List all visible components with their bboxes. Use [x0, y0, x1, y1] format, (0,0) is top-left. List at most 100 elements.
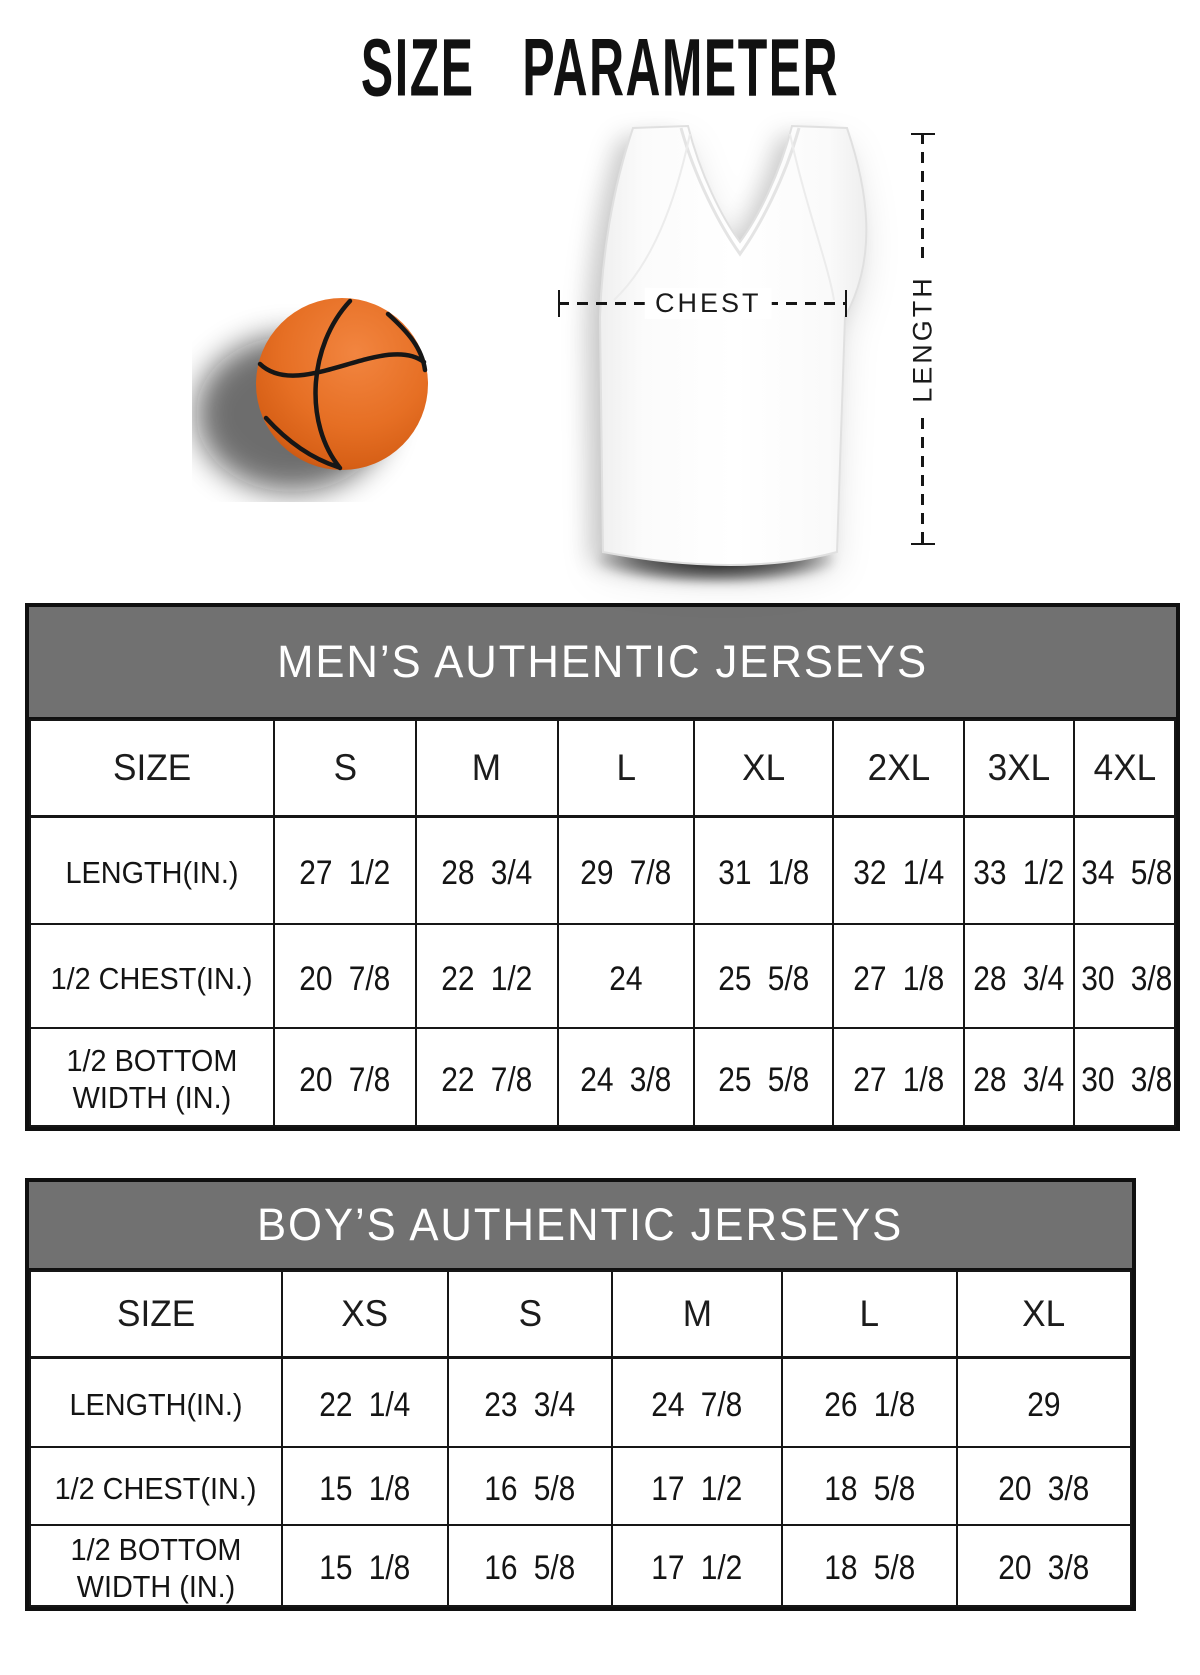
measurement-row-label: 1/2 CHEST(IN.) — [29, 1446, 283, 1526]
size-column-header: 4XL — [1073, 719, 1176, 818]
measurement-value-cell: 20 7/8 — [272, 923, 417, 1029]
measurement-value: 17 1/2 — [651, 1469, 743, 1508]
measurement-value-cell: 24 3/8 — [556, 1027, 696, 1127]
basketball-icon — [192, 272, 442, 502]
measurement-value: 26 1/8 — [824, 1385, 916, 1424]
measurement-value-cell: 23 3/4 — [446, 1356, 613, 1448]
measurement-value: 22 1/2 — [441, 959, 533, 998]
size-grid: SIZE S M L XL 2XL 3XL 4XL LENGTH(IN.) 27 1/2 28 3/… — [29, 719, 1176, 1127]
measurement-value-cell: 26 1/8 — [781, 1356, 959, 1448]
size-column-label: S — [518, 1292, 542, 1334]
measurement-value: 27 1/2 — [299, 853, 391, 892]
size-column-label: XL — [741, 746, 785, 788]
size-column-header: XS — [280, 1270, 449, 1359]
measurement-row: 1/2 BOTTOM WIDTH (IN.) 15 1/8 16 5/8 17 1/2… — [29, 1523, 1132, 1608]
measurement-value-cell: 20 3/8 — [956, 1523, 1132, 1608]
measurement-value-cell: 25 5/8 — [693, 1027, 834, 1127]
measurement-value-cell: 31 1/8 — [693, 815, 834, 925]
measurement-row: 1/2 BOTTOM WIDTH (IN.) 20 7/8 22 7/8 24 3/8… — [29, 1027, 1176, 1127]
measurement-row: 1/2 CHEST(IN.) 15 1/8 16 5/8 17 1/2 18 5/8 20… — [29, 1446, 1132, 1526]
measurement-value-cell: 24 7/8 — [610, 1356, 784, 1448]
measurement-value: 18 5/8 — [824, 1549, 916, 1588]
measurement-value: 22 1/4 — [319, 1385, 411, 1424]
size-column-header: M — [414, 719, 559, 818]
measurement-row: 1/2 CHEST(IN.) 20 7/8 22 1/2 24 25 5/8 27 1/8… — [29, 923, 1176, 1029]
size-header-row: SIZE XS S M L XL — [29, 1270, 1132, 1359]
measurement-value: 16 5/8 — [484, 1549, 576, 1588]
measurement-value-cell: 18 5/8 — [781, 1523, 959, 1608]
measurement-row: LENGTH(IN.) 22 1/4 23 3/4 24 7/8 26 1/8 29 — [29, 1356, 1132, 1448]
size-column-header: 3XL — [963, 719, 1076, 818]
measurement-value-cell: 34 5/8 — [1073, 815, 1176, 925]
measurement-value: 28 3/4 — [973, 1060, 1065, 1099]
measurement-value-cell: 16 5/8 — [446, 1523, 613, 1608]
size-column-label: SIZE — [116, 1292, 196, 1334]
measurement-value: 17 1/2 — [651, 1549, 743, 1588]
measurement-value: 34 5/8 — [1081, 853, 1173, 892]
size-column-label: L — [616, 746, 636, 788]
measurement-value: 23 3/4 — [484, 1385, 576, 1424]
chest-measure-line: CHEST — [558, 287, 847, 319]
size-column-header: M — [610, 1270, 784, 1359]
size-column-header: L — [781, 1270, 959, 1359]
measurement-value: 20 3/8 — [998, 1469, 1090, 1508]
size-column-label: 3XL — [987, 746, 1051, 788]
measurement-value: 28 3/4 — [973, 959, 1065, 998]
measurement-value: 27 1/8 — [852, 959, 944, 998]
measurement-value-cell: 27 1/2 — [272, 815, 417, 925]
measurement-value-cell: 30 3/8 — [1073, 1027, 1176, 1127]
measurement-value-cell: 24 — [556, 923, 696, 1029]
size-corner-header: SIZE — [29, 1270, 283, 1359]
measurement-value-cell: 29 — [956, 1356, 1132, 1448]
size-column-header: 2XL — [831, 719, 966, 818]
measurement-value: 28 3/4 — [441, 853, 533, 892]
measurement-value-cell: 17 1/2 — [610, 1446, 784, 1526]
size-corner-header: SIZE — [29, 719, 275, 818]
size-header-row: SIZE S M L XL 2XL 3XL 4XL — [29, 719, 1176, 818]
measurement-value: 15 1/8 — [319, 1549, 411, 1588]
chest-right-tick — [845, 290, 847, 317]
measurement-value: 24 7/8 — [651, 1385, 743, 1424]
measurement-value-cell: 27 1/8 — [831, 1027, 966, 1127]
measurement-value-cell: 18 5/8 — [781, 1446, 959, 1526]
measurement-value-cell: 32 1/4 — [831, 815, 966, 925]
measurement-value: 31 1/8 — [717, 853, 809, 892]
size-column-header: L — [556, 719, 696, 818]
table-title: BOY’S AUTHENTIC JERSEYS — [257, 1199, 904, 1250]
size-column-label: 4XL — [1093, 746, 1156, 788]
measurement-value: 20 7/8 — [299, 959, 391, 998]
measurement-label-text: 1/2 CHEST(IN.) — [51, 960, 253, 996]
size-column-label: XL — [1022, 1292, 1066, 1334]
measurement-value-cell: 15 1/8 — [280, 1446, 449, 1526]
measurement-value: 27 1/8 — [852, 1060, 944, 1099]
measurement-value: 20 7/8 — [299, 1060, 391, 1099]
length-measure-line: LENGTH — [907, 133, 939, 545]
measurement-value: 29 — [1027, 1385, 1061, 1424]
measurement-row-label: LENGTH(IN.) — [29, 815, 275, 925]
measurement-label-text: 1/2 BOTTOM WIDTH (IN.) — [66, 1043, 238, 1115]
measurement-value: 30 3/8 — [1081, 1060, 1173, 1099]
measurement-value-cell: 28 3/4 — [963, 923, 1076, 1029]
measurement-value: 29 7/8 — [580, 853, 672, 892]
chest-left-tick — [558, 290, 560, 317]
size-column-label: M — [472, 746, 502, 788]
boys-jerseys-table: BOY’S AUTHENTIC JERSEYS SIZE XS S M L XL LENGTH… — [25, 1178, 1136, 1612]
size-column-label: L — [859, 1292, 880, 1334]
measurement-value: 30 3/8 — [1081, 959, 1173, 998]
table-title: MEN’S AUTHENTIC JERSEYS — [277, 636, 928, 687]
measurement-value-cell: 20 3/8 — [956, 1446, 1132, 1526]
measurement-label-text: 1/2 BOTTOM WIDTH (IN.) — [70, 1532, 242, 1604]
measurement-value-cell: 29 7/8 — [556, 815, 696, 925]
table-title-band: BOY’S AUTHENTIC JERSEYS — [29, 1182, 1132, 1270]
page-title: SIZE PARAMETER — [360, 22, 840, 114]
measurement-label-text: LENGTH(IN.) — [69, 1386, 243, 1422]
measurement-value-cell: 22 7/8 — [414, 1027, 559, 1127]
measurement-row-label: LENGTH(IN.) — [29, 1356, 283, 1448]
measurement-row-label: 1/2 BOTTOM WIDTH (IN.) — [29, 1027, 275, 1127]
jersey-icon — [540, 112, 940, 582]
measurement-value: 22 7/8 — [441, 1060, 533, 1099]
measurement-value-cell: 16 5/8 — [446, 1446, 613, 1526]
measurement-value-cell: 25 5/8 — [693, 923, 834, 1029]
